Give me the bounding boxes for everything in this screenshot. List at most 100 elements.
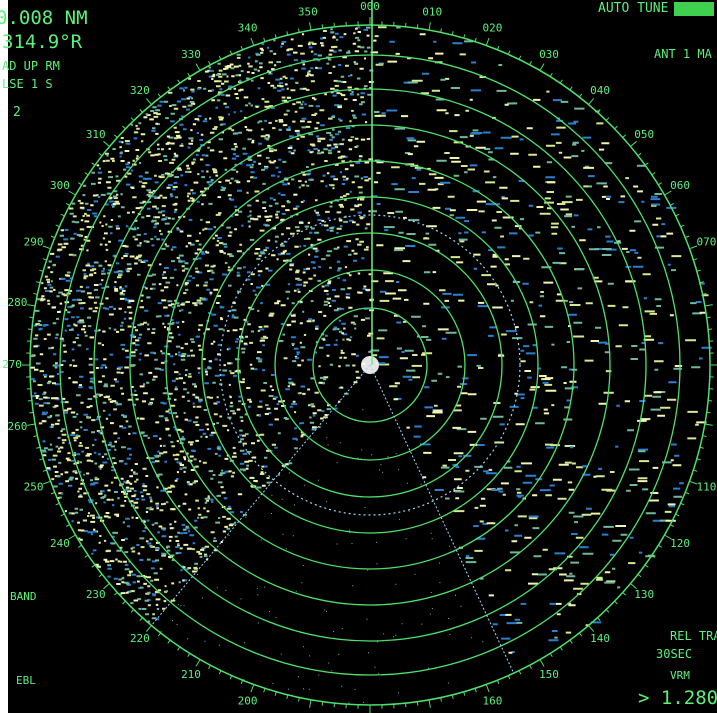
bearing-tick: [27, 423, 36, 426]
bearing-tick: [651, 554, 656, 558]
bearing-tick: [130, 609, 135, 613]
echo-cluster: [31, 26, 709, 634]
bearing-tick: [675, 513, 680, 517]
bearing-label: 060: [670, 179, 690, 192]
range-ring: [312, 307, 428, 423]
bearing-tick: [597, 109, 601, 113]
bearing-tick: [157, 93, 162, 98]
bearing-tick: [240, 680, 244, 685]
bearing-tick: [114, 134, 118, 138]
ebl-readout: EBL: [16, 674, 36, 687]
bearing-tick: [605, 117, 610, 121]
bearing-tick: [507, 50, 511, 55]
range-ring: [274, 269, 466, 461]
bearing-label: 140: [590, 632, 610, 645]
bearing-tick: [55, 224, 60, 228]
bearing-tick: [229, 675, 233, 680]
bearing-tick: [50, 491, 55, 495]
bearing-label: 020: [483, 22, 503, 35]
bearing-tick: [485, 37, 490, 46]
bearing-tick: [451, 694, 454, 699]
bearing-tick: [39, 269, 44, 272]
bearing-tick: [428, 22, 431, 31]
bearing-tick: [496, 680, 500, 685]
bearing-tick: [680, 224, 685, 228]
bearing-tick: [139, 109, 143, 113]
bearing-tick: [36, 281, 41, 284]
bearing-tick: [297, 697, 300, 702]
vrm-ring: [219, 214, 521, 516]
bearing-label: 290: [24, 236, 44, 249]
sector-edge: [151, 364, 371, 626]
bearing-tick: [195, 659, 201, 667]
range-ring: [129, 124, 611, 606]
bearing-tick: [50, 235, 55, 239]
bearing-tick: [651, 172, 656, 176]
bearing-tick: [286, 694, 289, 699]
bearing-tick: [637, 152, 642, 157]
bearing-label: 200: [238, 694, 258, 707]
bearing-tick: [569, 86, 573, 91]
bearing-tick: [597, 617, 601, 621]
bearing-tick: [569, 639, 573, 644]
range-ring: [165, 160, 575, 570]
bearing-label: 130: [634, 588, 654, 601]
bearing-label: 040: [590, 84, 610, 97]
bearing-tick: [42, 245, 51, 250]
bearing-tick: [669, 524, 674, 527]
gain-readout: 2: [13, 105, 21, 120]
bearing-tick: [699, 446, 704, 449]
bearing-tick: [263, 37, 266, 42]
range-ring: [59, 54, 681, 676]
bearing-tick: [68, 534, 76, 540]
tune-readout: AUTO TUNE: [598, 1, 668, 16]
bearing-tick: [696, 458, 701, 461]
bearing-tick: [91, 564, 96, 568]
bearing-label: 280: [8, 296, 28, 309]
bearing-tick: [60, 213, 65, 217]
bearing-tick: [416, 701, 419, 706]
mode-readout: AD UP RM: [2, 59, 60, 73]
bearing-tick: [614, 125, 618, 130]
bearing-label: 120: [670, 537, 690, 550]
bearing-tick: [157, 632, 162, 637]
bearing-tick: [622, 592, 626, 596]
bearing-tick: [706, 411, 711, 414]
bearing-tick: [702, 435, 707, 438]
bearing-tick: [658, 182, 662, 186]
bearing-tick: [42, 469, 47, 472]
bearing-tick: [680, 502, 685, 506]
bearing-tick: [167, 86, 171, 91]
bearing-tick: [208, 664, 211, 669]
bearing-label: 050: [634, 128, 654, 141]
bearing-tick: [578, 632, 583, 637]
bearing-label: 320: [130, 84, 150, 97]
bearing-tick: [36, 446, 41, 449]
bearing-tick: [549, 653, 553, 657]
bearing-label: 330: [181, 48, 201, 61]
bearing-tick: [416, 24, 419, 29]
bearing-tick: [229, 50, 233, 55]
bearing-tick: [463, 34, 466, 39]
bearing-label: 070: [696, 236, 716, 249]
bearing-tick: [706, 316, 711, 319]
bearing-tick: [103, 583, 110, 590]
bearing-tick: [440, 28, 443, 33]
bearing-tick: [78, 182, 82, 186]
bearing-label: 110: [696, 480, 716, 493]
bearing-tick: [218, 55, 222, 60]
trail-readout: REL TRA: [670, 629, 717, 643]
bearing-label: 150: [539, 668, 559, 681]
bearing-tick: [208, 61, 211, 66]
bearing-tick: [91, 162, 96, 166]
bearing-tick: [218, 670, 222, 675]
bearing-tick: [507, 675, 511, 680]
bearing-tick: [39, 458, 44, 461]
bearing-tick: [658, 544, 662, 548]
bearing-tick: [630, 583, 637, 590]
bearing-label: 260: [8, 420, 28, 433]
range-ring: [201, 196, 539, 534]
bearing-label: 030: [539, 48, 559, 61]
